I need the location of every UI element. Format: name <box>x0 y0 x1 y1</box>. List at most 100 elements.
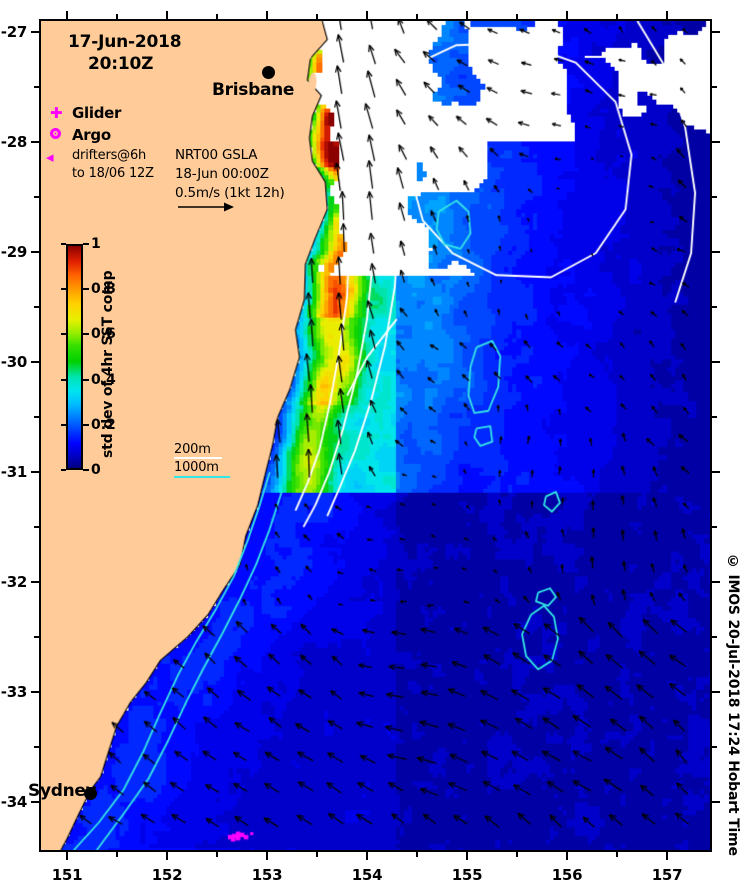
y-minor-tick <box>712 526 717 529</box>
drifter-legend-line2: to 18/06 12Z <box>72 166 154 181</box>
x-tick-label: 156 <box>551 866 583 884</box>
x-minor-tick <box>616 852 618 857</box>
x-minor-tick <box>116 852 118 857</box>
y-tick-label: -31 <box>0 463 28 482</box>
time-label: 20:10Z <box>88 54 154 74</box>
x-tick-label: 154 <box>351 866 383 884</box>
y-minor-tick <box>34 746 39 749</box>
y-tick <box>712 141 720 144</box>
y-tick-label: -33 <box>0 683 28 702</box>
x-tick-label: 155 <box>451 866 483 884</box>
x-tick-label: 153 <box>251 866 283 884</box>
colorbar-tick-left <box>61 288 66 291</box>
velocity-scale-arrow-icon <box>178 202 234 212</box>
y-tick <box>31 141 39 144</box>
x-tick <box>366 11 368 19</box>
y-minor-tick <box>712 416 717 419</box>
colorbar-tick <box>83 469 89 471</box>
gsla-legend-line1: NRT00 GSLA <box>175 147 258 163</box>
x-tick <box>666 852 668 860</box>
x-minor-tick <box>216 852 218 857</box>
y-minor-tick <box>34 636 39 639</box>
x-tick <box>366 852 368 860</box>
depth-200m-label: 200m <box>174 442 211 457</box>
y-tick-label: -29 <box>0 243 28 262</box>
colorbar-tick <box>83 423 89 426</box>
y-tick <box>31 801 39 804</box>
x-tick <box>66 852 68 860</box>
glider-legend-label: Glider <box>72 104 122 122</box>
y-tick <box>31 251 39 254</box>
x-tick <box>266 852 268 860</box>
imos-credit: © IMOS 20-Jul-2018 17:24 Hobart Time <box>725 554 741 856</box>
colorbar-tick-label: 0.4 <box>91 371 116 388</box>
y-tick <box>712 581 720 584</box>
depth-200m-swatch <box>174 457 222 459</box>
y-tick <box>712 801 720 804</box>
x-minor-tick <box>416 852 418 857</box>
y-minor-tick <box>34 306 39 309</box>
y-tick <box>712 31 720 34</box>
x-tick <box>566 852 568 860</box>
colorbar-tick-label: 0 <box>91 462 101 478</box>
y-minor-tick <box>34 416 39 419</box>
y-minor-tick <box>712 196 717 199</box>
argo-circle-icon <box>50 128 61 139</box>
colorbar-tick-left <box>61 243 66 245</box>
gsla-legend-line3: 0.5m/s (1kt 12h) <box>175 185 285 201</box>
y-tick-label: -34 <box>0 793 28 812</box>
colorbar-tick-left <box>61 378 66 381</box>
x-minor-tick <box>216 14 218 19</box>
y-tick <box>712 471 720 474</box>
map-plot-area <box>39 19 712 852</box>
sst-std-dev-map <box>41 21 710 850</box>
x-tick <box>166 852 168 860</box>
x-tick <box>66 11 68 19</box>
y-minor-tick <box>34 526 39 529</box>
sydney-marker-dot <box>84 787 97 800</box>
x-minor-tick <box>416 14 418 19</box>
x-minor-tick <box>516 852 518 857</box>
x-minor-tick <box>316 14 318 19</box>
x-tick <box>466 852 468 860</box>
colorbar-tick-label: 0.2 <box>91 416 116 433</box>
y-minor-tick <box>34 196 39 199</box>
argo-legend-label: Argo <box>72 126 111 144</box>
x-tick-label: 152 <box>151 866 183 884</box>
x-tick <box>666 11 668 19</box>
y-minor-tick <box>712 746 717 749</box>
x-tick-label: 157 <box>651 866 683 884</box>
gsla-legend-line2: 18-Jun 00:00Z <box>175 166 269 182</box>
y-tick <box>31 471 39 474</box>
x-minor-tick <box>316 852 318 857</box>
x-tick <box>266 11 268 19</box>
x-tick <box>166 11 168 19</box>
y-tick <box>31 31 39 34</box>
brisbane-label: Brisbane <box>212 80 295 100</box>
x-tick-label: 151 <box>51 866 83 884</box>
x-minor-tick <box>516 14 518 19</box>
x-tick <box>566 11 568 19</box>
y-minor-tick <box>712 636 717 639</box>
colorbar-tick-label: 0.6 <box>91 326 116 343</box>
colorbar-tick <box>83 333 89 336</box>
y-minor-tick <box>34 86 39 89</box>
colorbar-tick-label: 1 <box>91 236 101 252</box>
x-tick <box>466 11 468 19</box>
colorbar-tick-left <box>61 469 66 471</box>
y-tick-label: -28 <box>0 133 28 152</box>
x-minor-tick <box>616 14 618 19</box>
y-tick-label: -32 <box>0 573 28 592</box>
depth-1000m-swatch <box>174 476 230 478</box>
drifter-legend-line1: drifters@6h <box>72 148 147 163</box>
colorbar-tick <box>83 378 89 381</box>
depth-1000m-label: 1000m <box>174 460 219 475</box>
y-tick <box>712 251 720 254</box>
colorbar-tick-label: 0.8 <box>91 281 116 298</box>
y-tick-label: -30 <box>0 353 28 372</box>
colorbar-tick <box>83 243 89 245</box>
drifter-arrow-icon: ◂ <box>46 148 54 166</box>
y-minor-tick <box>712 86 717 89</box>
y-tick <box>31 691 39 694</box>
